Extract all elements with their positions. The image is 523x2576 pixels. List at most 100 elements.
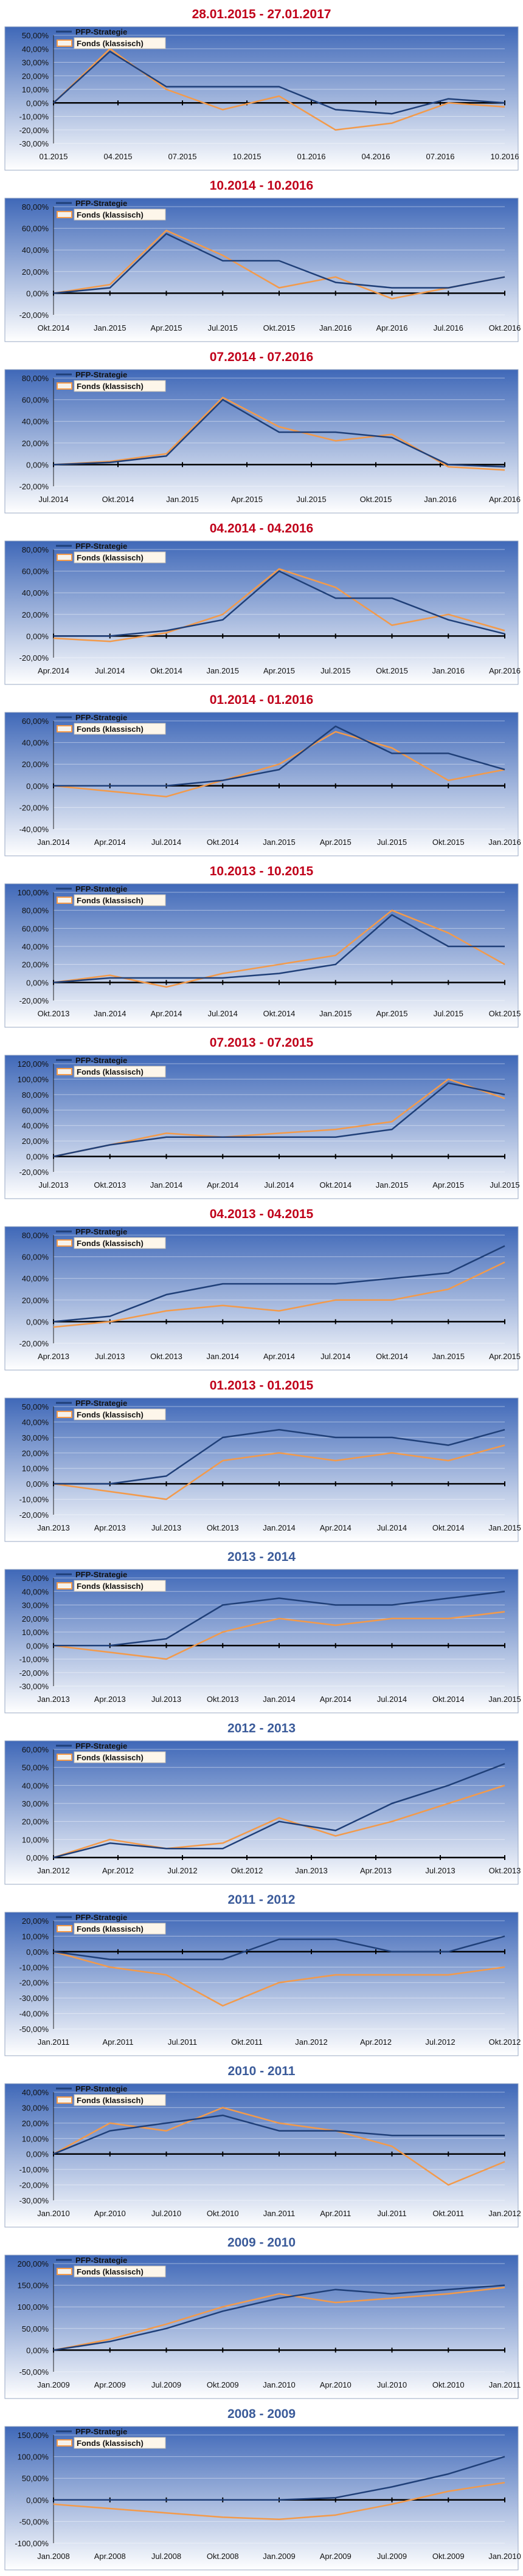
x-tick-label: Okt.2014	[376, 1352, 408, 1361]
x-tick-label: 07.2016	[426, 152, 455, 161]
y-tick-label: -30,00%	[19, 1994, 49, 2003]
y-tick-label: 20,00%	[22, 1917, 49, 1926]
legend-label-box	[74, 1580, 166, 1592]
y-tick-label: 20,00%	[22, 1137, 49, 1146]
x-tick-label: Apr.2015	[320, 838, 352, 847]
x-tick-label: Jul.2009	[151, 2380, 181, 2389]
chart-8: 04.2013 - 04.2015 -20,00% 0,00% 20,00% 40,00…	[4, 1207, 521, 1371]
chart-6: 10.2013 - 10.2015 -20,00% 0,00% 20,00% 40,00…	[4, 864, 521, 1028]
chart-panel	[4, 712, 519, 856]
x-tick-label: Okt.2010	[207, 2209, 239, 2218]
legend-swatch-fonds	[57, 554, 72, 561]
y-tick-label: 100,00%	[18, 888, 49, 897]
y-tick-label: 20,00%	[22, 1296, 49, 1305]
legend-label-pfp: PFP-Strategie	[75, 27, 127, 36]
y-tick-label: 40,00%	[22, 739, 49, 748]
y-tick-label: 10,00%	[22, 2134, 49, 2143]
y-tick-label: 0,00%	[26, 289, 49, 298]
x-tick-label: Jul.2015	[208, 323, 238, 332]
x-tick-label: Apr.2016	[376, 323, 407, 332]
y-tick-label: 40,00%	[22, 1274, 49, 1283]
y-tick-label: 60,00%	[22, 1745, 49, 1754]
y-tick-label: 40,00%	[22, 246, 49, 255]
x-tick-label: Apr.2014	[150, 1009, 182, 1018]
y-tick-label: -20,00%	[19, 653, 49, 663]
y-tick-label: 0,00%	[26, 460, 49, 469]
series-line-fonds	[53, 568, 505, 642]
chart-panel	[4, 1397, 519, 1542]
legend-label-pfp: PFP-Strategie	[75, 2427, 127, 2436]
series-line-fonds	[53, 1611, 505, 1660]
x-tick-label: 07.2015	[168, 152, 197, 161]
chart-10: 2013 - 2014 -30,00% -20,00% -10,00% 0,00% 10,…	[4, 1550, 521, 1713]
x-tick-label: Jan.2009	[37, 2380, 70, 2389]
series-line-fonds	[53, 1261, 505, 1328]
y-tick-label: 200,00%	[18, 2259, 49, 2268]
x-tick-label: Jan.2010	[37, 2209, 70, 2218]
y-tick-label: 0,00%	[26, 1152, 49, 1162]
y-tick-label: -10,00%	[19, 1495, 49, 1504]
y-tick-label: 40,00%	[22, 44, 49, 53]
legend-label-pfp: PFP-Strategie	[75, 1741, 127, 1751]
chart-panel	[4, 26, 519, 171]
chart-title: 2013 - 2014	[227, 1550, 296, 1564]
x-tick-label: Jan.2014	[150, 1180, 183, 1190]
series-line-pfp	[54, 2456, 505, 2501]
x-tick-label: Jul.2010	[151, 2209, 181, 2218]
x-tick-label: Okt.2014	[102, 495, 134, 504]
chart-panel	[4, 2426, 519, 2571]
y-tick-label: -20,00%	[19, 482, 49, 491]
series-line-fonds	[53, 2107, 505, 2186]
chart-12: 2011 - 2012 -50,00% -40,00% -30,00% -20,00% -…	[4, 1893, 521, 2056]
x-tick-label: Apr.2013	[360, 1866, 392, 1875]
y-tick-label: -40,00%	[19, 825, 49, 834]
x-tick-label: Jan.2015	[432, 1352, 465, 1361]
x-tick-label: Jan.2013	[37, 1523, 70, 1532]
x-tick-label: Jan.2012	[295, 2037, 328, 2047]
chart-title: 10.2014 - 10.2016	[210, 179, 313, 193]
legend-label-fonds: Fonds (klassisch)	[77, 1753, 144, 1762]
x-tick-label: Apr.2008	[94, 2552, 126, 2561]
y-tick-label: 80,00%	[22, 374, 49, 383]
legend-swatch-fonds	[57, 382, 72, 390]
x-tick-label: Apr.2011	[320, 2209, 351, 2218]
x-tick-label: Jan.2010	[263, 2380, 296, 2389]
x-tick-label: Jul.2011	[168, 2037, 197, 2047]
legend-label-fonds: Fonds (klassisch)	[77, 1582, 144, 1591]
series-line-pfp	[53, 1245, 505, 1323]
x-tick-label: Jan.2015	[263, 838, 296, 847]
y-tick-label: 10,00%	[22, 1932, 49, 1941]
legend-label-fonds: Fonds (klassisch)	[77, 210, 144, 219]
x-tick-label: Jan.2012	[488, 2209, 521, 2218]
legend-swatch-fonds	[57, 1925, 72, 1932]
series-line-fonds	[53, 1951, 505, 2007]
legend-label-fonds: Fonds (klassisch)	[77, 896, 144, 905]
y-tick-label: 100,00%	[18, 2453, 49, 2462]
y-tick-label: 150,00%	[18, 2431, 49, 2440]
y-tick-label: -10,00%	[19, 112, 49, 122]
y-tick-label: 0,00%	[26, 1853, 49, 1862]
legend-label-fonds: Fonds (klassisch)	[77, 553, 144, 562]
legend-label-pfp: PFP-Strategie	[75, 542, 127, 551]
x-tick-label: Apr.2014	[38, 666, 69, 675]
x-tick-label: Apr.2014	[207, 1180, 238, 1190]
legend-label-box	[74, 2265, 166, 2278]
x-tick-label: Apr.2015	[376, 1009, 407, 1018]
x-tick-label: Okt.2013	[207, 1523, 239, 1532]
x-tick-label: Apr.2010	[320, 2380, 352, 2389]
x-tick-label: Jan.2015	[488, 1523, 521, 1532]
chart-title: 2012 - 2013	[227, 1721, 296, 1735]
chart-title: 07.2013 - 07.2015	[210, 1036, 314, 1050]
series-line-fonds	[53, 909, 505, 988]
legend-label-fonds: Fonds (klassisch)	[77, 725, 144, 734]
x-tick-label: Jul.2013	[151, 1523, 181, 1532]
y-tick-label: -20,00%	[19, 1339, 49, 1348]
x-tick-label: Jan.2014	[263, 1695, 296, 1704]
x-tick-label: Jul.2012	[425, 2037, 455, 2047]
x-tick-label: Apr.2009	[94, 2380, 126, 2389]
y-tick-label: 20,00%	[22, 610, 49, 619]
x-tick-label: Okt.2013	[207, 1695, 239, 1704]
x-tick-label: Apr.2015	[432, 1180, 464, 1190]
chart-panel	[4, 1569, 519, 1713]
legend-label-box	[74, 1237, 166, 1249]
